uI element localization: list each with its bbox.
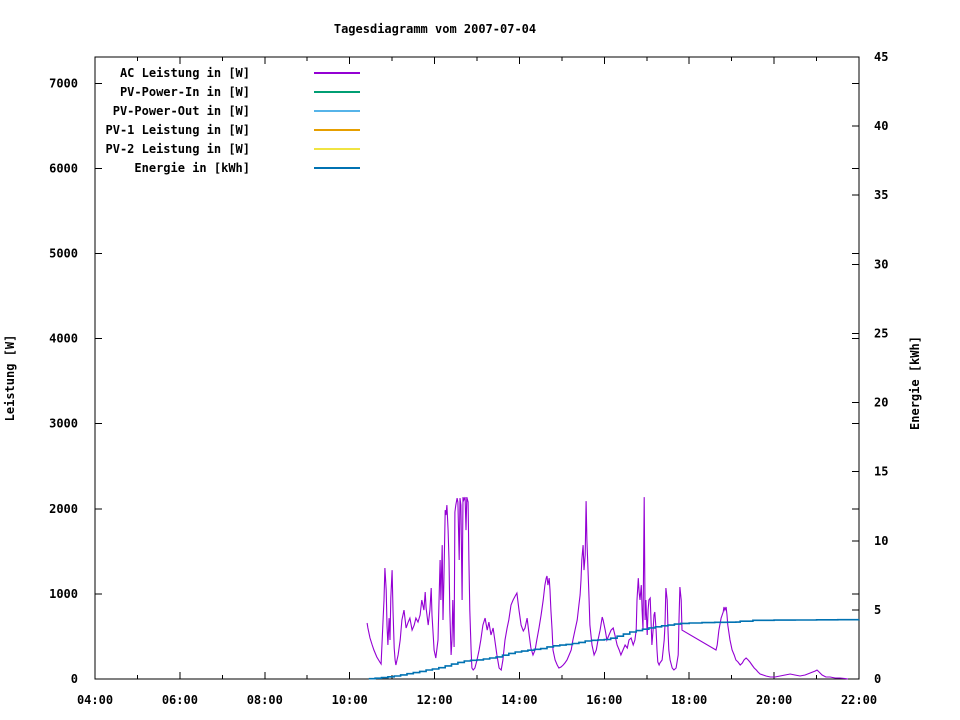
y1-axis-title: Leistung [W] — [3, 335, 17, 422]
y1-tick-label: 2000 — [49, 502, 78, 516]
x-tick-label: 06:00 — [162, 693, 198, 707]
y1-tick-label: 1000 — [49, 587, 78, 601]
series-5-line — [368, 618, 860, 680]
legend-label: PV-Power-Out in [W] — [113, 104, 250, 118]
legend-label: Energie in [kWh] — [134, 161, 250, 175]
x-tick-label: 08:00 — [247, 693, 283, 707]
legend: AC Leistung in [W] PV-Power-In in [W] PV-P… — [106, 66, 360, 175]
x-tick-label: 18:00 — [671, 693, 707, 707]
x-tick-label: 10:00 — [332, 693, 368, 707]
y2-tick-label: 10 — [874, 534, 888, 548]
y1-tick-label: 6000 — [49, 161, 78, 175]
y1-tick-label: 5000 — [49, 247, 78, 261]
y2-tick-label: 40 — [874, 119, 888, 133]
x-tick-label: 22:00 — [841, 693, 877, 707]
plot-series — [366, 496, 860, 680]
y2-tick-label: 20 — [874, 396, 888, 410]
y2-axis: 0 5 10 15 20 25 30 35 40 45 — [852, 50, 888, 686]
legend-label: PV-2 Leistung in [W] — [106, 142, 251, 156]
y2-tick-label: 30 — [874, 257, 888, 271]
x-tick-label: 04:00 — [77, 693, 113, 707]
y2-tick-label: 25 — [874, 326, 888, 340]
legend-label: PV-1 Leistung in [W] — [106, 123, 251, 137]
legend-label: PV-Power-In in [W] — [120, 85, 250, 99]
y2-axis-title: Energie [kWh] — [908, 336, 922, 430]
x-tick-label: 14:00 — [501, 693, 537, 707]
y2-tick-label: 45 — [874, 50, 888, 64]
y1-axis: 0 1000 2000 3000 4000 5000 6000 7000 — [49, 76, 859, 686]
y2-tick-label: 35 — [874, 188, 888, 202]
x-tick-label: 16:00 — [586, 693, 622, 707]
y2-tick-label: 0 — [874, 672, 881, 686]
y1-tick-label: 0 — [71, 672, 78, 686]
y1-tick-label: 7000 — [49, 76, 78, 90]
legend-label: AC Leistung in [W] — [120, 66, 250, 80]
x-tick-label: 20:00 — [756, 693, 792, 707]
y2-tick-label: 5 — [874, 603, 881, 617]
y1-tick-label: 4000 — [49, 332, 78, 346]
y2-tick-label: 15 — [874, 465, 888, 479]
series-0-line — [366, 496, 849, 680]
x-axis: 04:00 06:00 08:00 10:00 12:00 14:00 16:00 18:00… — [77, 57, 877, 707]
y1-tick-label: 3000 — [49, 417, 78, 431]
chart-title: Tagesdiagramm vom 2007-07-04 — [334, 22, 536, 36]
x-tick-label: 12:00 — [416, 693, 452, 707]
